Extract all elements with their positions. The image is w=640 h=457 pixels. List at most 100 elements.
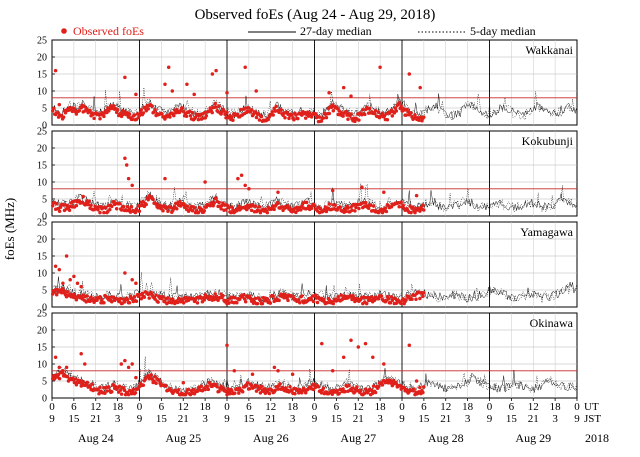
jst-axis-label: JST	[584, 413, 601, 425]
observed-point	[271, 113, 275, 117]
ut-tick-label: 18	[287, 401, 299, 413]
observed-point	[372, 298, 377, 303]
observed-point	[364, 301, 369, 306]
y-tick-label: 0	[42, 303, 47, 314]
observed-point	[57, 376, 62, 381]
observed-point	[107, 385, 111, 389]
observed-point	[112, 104, 116, 108]
observed-point	[393, 296, 398, 301]
observed-point	[271, 294, 275, 298]
y-tick-label: 15	[37, 70, 47, 81]
observed-point	[243, 106, 248, 110]
legend-observed-marker	[61, 28, 67, 34]
jst-tick-label: 15	[156, 413, 168, 425]
observed-point	[277, 298, 281, 303]
observed-point	[202, 298, 207, 302]
observed-point	[371, 384, 376, 388]
observed-point	[399, 200, 403, 204]
observed-point	[186, 387, 191, 392]
y-tick-label: 15	[37, 343, 47, 354]
observed-point	[321, 386, 326, 390]
observed-point	[313, 112, 318, 116]
jst-tick-label: 15	[331, 413, 343, 425]
observed-point	[114, 206, 119, 211]
observed-point	[372, 111, 377, 116]
day-label: Aug 27	[340, 431, 376, 445]
observed-point	[83, 362, 87, 366]
observed-point	[321, 116, 326, 120]
observed-point	[126, 176, 131, 181]
observed-point	[157, 378, 161, 382]
observed-point	[382, 190, 386, 194]
observed-point	[276, 369, 280, 373]
observed-point	[175, 300, 180, 305]
observed-points	[50, 65, 426, 124]
ut-tick-label: 18	[375, 401, 387, 413]
observed-point	[154, 293, 158, 297]
ut-tick-label: 12	[528, 401, 539, 413]
observed-point	[137, 209, 142, 213]
observed-point	[411, 205, 415, 210]
observed-point	[266, 117, 271, 122]
y-tick-label: 20	[37, 326, 47, 337]
observed-point	[53, 264, 58, 268]
observed-point	[380, 111, 385, 116]
observed-point	[255, 301, 260, 306]
observed-points	[50, 254, 426, 306]
observed-point	[330, 369, 335, 373]
observed-point	[108, 295, 112, 300]
observed-point	[319, 119, 324, 123]
observed-point	[360, 185, 364, 189]
observed-point	[379, 294, 384, 298]
observed-point	[110, 204, 114, 209]
observed-point	[268, 301, 273, 305]
observed-point	[283, 116, 287, 120]
observed-point	[65, 374, 70, 379]
jst-tick-label: 9	[49, 413, 55, 425]
observed-point	[123, 75, 127, 80]
ut-tick-label: 18	[200, 401, 212, 413]
observed-point	[286, 298, 290, 303]
observed-point	[53, 355, 58, 359]
observed-point	[284, 386, 288, 390]
observed-point	[212, 201, 216, 205]
observed-point	[242, 297, 247, 301]
observed-point	[133, 390, 138, 395]
observed-point	[81, 194, 85, 199]
observed-point	[373, 390, 378, 395]
observed-point	[270, 109, 274, 114]
observed-point	[125, 204, 130, 209]
observed-point	[97, 391, 101, 396]
observed-point	[273, 388, 277, 393]
observed-point	[118, 111, 123, 115]
observed-point	[224, 389, 228, 394]
observed-point	[317, 115, 322, 119]
observed-point	[260, 301, 265, 306]
observed-point	[258, 298, 263, 303]
observed-point	[288, 384, 292, 389]
observed-point	[363, 112, 367, 117]
observed-point	[253, 110, 258, 114]
panel-yamagawa: 0 5 10 15 20 25 Yamagawa	[37, 218, 578, 314]
jst-tick-label: 21	[440, 413, 451, 425]
observed-point	[422, 208, 426, 212]
station-label: Kokubunji	[522, 134, 574, 148]
x-axis: 0961512211830961512211830961512211830961…	[49, 398, 609, 445]
observed-point	[219, 207, 223, 211]
observed-point	[124, 163, 129, 167]
observed-point	[347, 383, 351, 388]
observed-point	[214, 196, 218, 200]
observed-point	[185, 204, 190, 208]
y-tick-label: 0	[42, 121, 47, 132]
observed-point	[222, 109, 226, 113]
observed-point	[343, 389, 347, 394]
day-label: Aug 25	[165, 431, 201, 445]
observed-point	[250, 297, 255, 302]
observed-point	[249, 108, 254, 112]
ut-tick-label: 0	[487, 401, 493, 413]
observed-point	[382, 362, 386, 366]
observed-point	[240, 390, 245, 394]
jst-tick-label: 21	[90, 413, 101, 425]
observed-point	[341, 85, 346, 90]
panel-wakkanai: 0 5 10 15 20 25 Wakkanai	[37, 36, 578, 132]
